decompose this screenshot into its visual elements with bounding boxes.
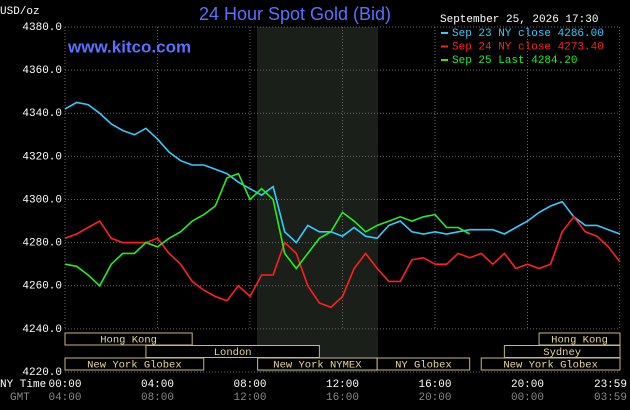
y-tick-label: 4240.0: [22, 324, 62, 336]
x2-tick-label: 08:00: [141, 392, 174, 404]
x2-tick-label: 12:00: [233, 392, 266, 404]
legend-box: [436, 9, 624, 67]
x-row-label: NY Time: [0, 379, 46, 391]
legend-entry: Sep 24 NY close 4273.40: [452, 41, 604, 53]
x2-tick-label: 00:00: [511, 392, 544, 404]
x-tick-label: 04:00: [141, 379, 174, 391]
session-label: New York Globex: [87, 359, 182, 371]
x-tick-label: 00:00: [48, 379, 81, 391]
session-label: Hong Kong: [100, 334, 157, 346]
x-tick-label: 12:00: [326, 379, 359, 391]
x2-tick-label: 04:00: [48, 392, 81, 404]
session-bar: [145, 345, 320, 358]
y-tick-label: 4340.0: [22, 108, 62, 120]
x2-tick-label: 20:00: [418, 392, 451, 404]
y-tick-label: 4380.0: [22, 22, 62, 34]
series-line: [64, 101, 621, 244]
x2-row-label: GMT: [10, 392, 30, 404]
y-tick-label: 4320.0: [22, 151, 62, 163]
session-label: Sydney: [543, 347, 581, 359]
y-tick-label: 4260.0: [22, 281, 62, 293]
session-label: Hong Kong: [551, 334, 608, 346]
session-label: New York NYMEX: [273, 359, 362, 371]
x2-tick-label: 16:00: [326, 392, 359, 404]
session-bar: [480, 357, 621, 371]
site-label: www.kitco.com: [67, 37, 191, 56]
series-line: [64, 215, 621, 309]
y-tick-label: 4280.0: [22, 238, 62, 250]
x-tick-label: 08:00: [233, 379, 266, 391]
x-tick-label: 20:00: [511, 379, 544, 391]
x-tick-label: 23:59: [594, 379, 627, 391]
chart-title: 24 Hour Spot Gold (Bid): [199, 4, 391, 24]
x-tick-label: 16:00: [418, 379, 451, 391]
y-tick-label: 4360.0: [22, 65, 62, 77]
timestamp: September 25, 2026 17:30: [440, 14, 598, 26]
series-line: [64, 172, 471, 288]
session-label: NY Globex: [395, 359, 452, 371]
y-tick-label: 4220.0: [22, 367, 62, 379]
legend-entry: Sep 23 NY close 4286.00: [452, 28, 604, 40]
x2-tick-label: 03:59: [594, 392, 627, 404]
session-bar: [64, 332, 193, 346]
session-bar: [64, 357, 205, 371]
y-tick-label: 4300.0: [22, 194, 62, 206]
session-bar: [376, 357, 471, 371]
session-label: London: [214, 347, 252, 359]
legend-entry: Sep 25 Last 4284.20: [452, 55, 577, 67]
session-label: New York Globex: [503, 359, 598, 371]
y-axis-label: USD/oz: [0, 6, 40, 18]
